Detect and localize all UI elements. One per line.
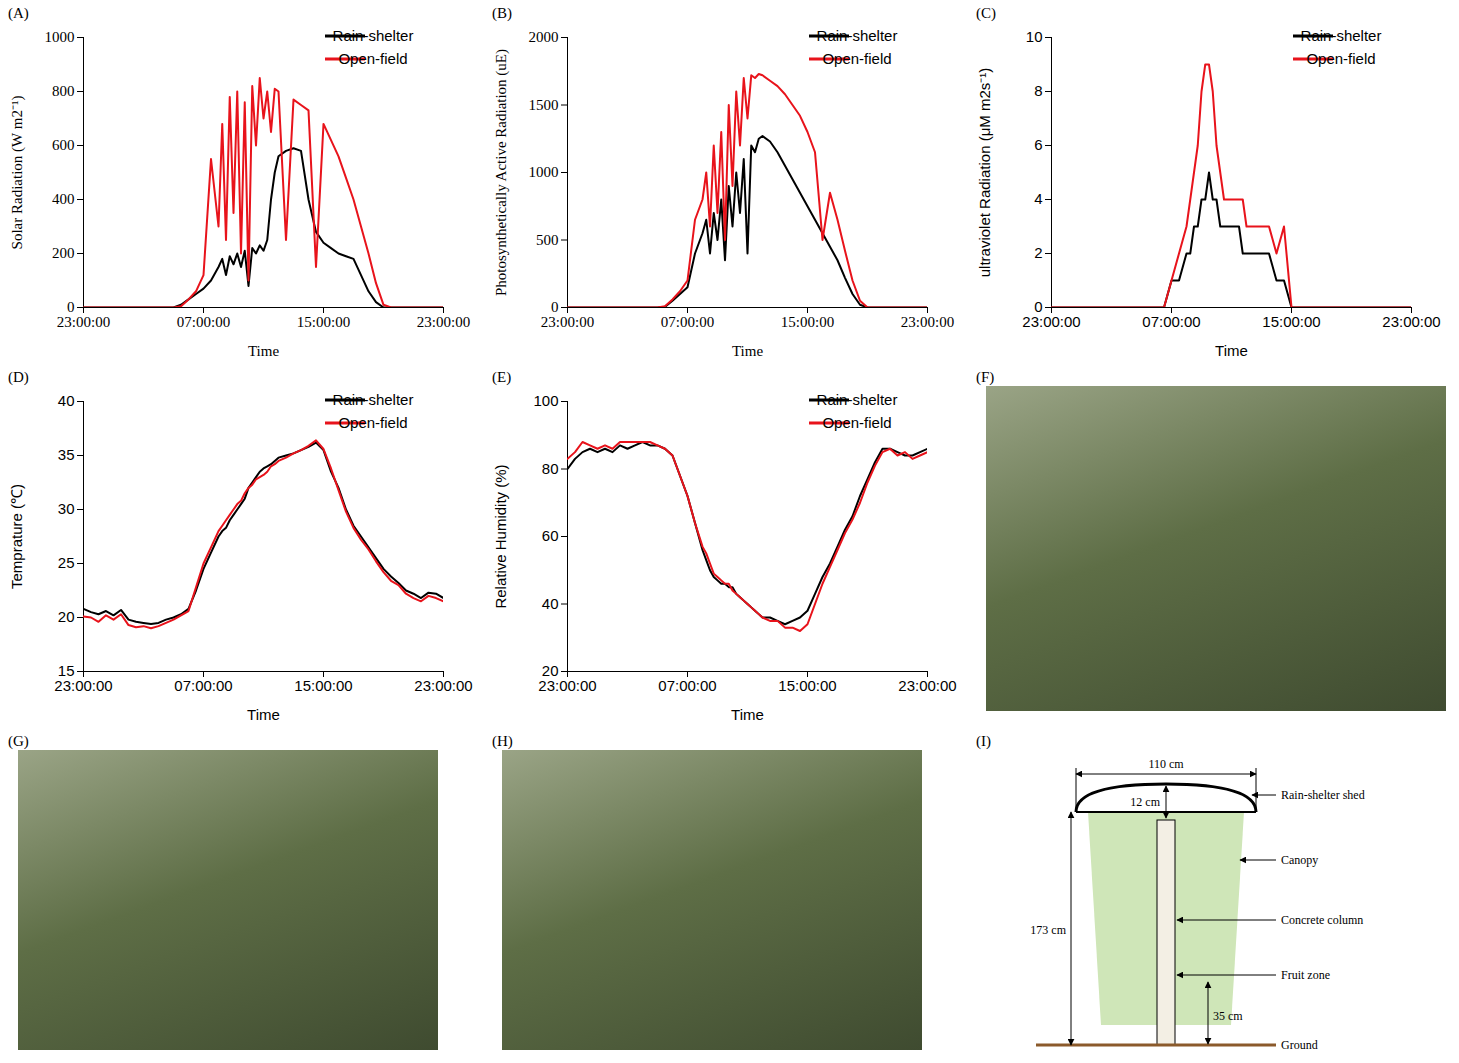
svg-text:23:00:00: 23:00:00 [901, 314, 954, 330]
svg-text:200: 200 [52, 245, 75, 261]
svg-text:07:00:00: 07:00:00 [177, 314, 230, 330]
svg-text:800: 800 [52, 83, 75, 99]
svg-text:Open-field: Open-field [1306, 50, 1375, 67]
svg-text:6: 6 [1034, 136, 1042, 153]
svg-text:ultraviolet Radiation (μM m2s⁻: ultraviolet Radiation (μM m2s⁻¹) [976, 68, 993, 278]
svg-text:Ground: Ground [1281, 1038, 1318, 1052]
svg-text:2000: 2000 [529, 29, 559, 45]
svg-text:1000: 1000 [45, 29, 75, 45]
svg-text:23:00:00: 23:00:00 [57, 314, 110, 330]
svg-text:10: 10 [1026, 28, 1043, 45]
svg-text:12 cm: 12 cm [1130, 795, 1160, 809]
html-text:(I): (I) [976, 733, 991, 749]
html-text:(B): (B) [492, 5, 512, 21]
svg-text:0: 0 [1034, 298, 1043, 316]
svg-text:40: 40 [58, 392, 75, 409]
svg-text:1500: 1500 [529, 97, 559, 113]
svg-text:Solar Radiation (W m2⁻¹): Solar Radiation (W m2⁻¹) [9, 96, 26, 250]
svg-text:Time: Time [247, 706, 280, 723]
svg-text:2: 2 [1034, 244, 1042, 261]
svg-text:1000: 1000 [529, 164, 559, 180]
svg-text:15:00:00: 15:00:00 [778, 677, 836, 694]
svg-text:Rain-shelter: Rain-shelter [817, 27, 898, 44]
svg-text:Rain-shelter: Rain-shelter [333, 27, 414, 44]
svg-text:23:00:00: 23:00:00 [54, 677, 112, 694]
html-text:(D): (D) [8, 369, 29, 385]
svg-text:23:00:00: 23:00:00 [538, 677, 596, 694]
svg-text:Open-field: Open-field [822, 414, 891, 431]
svg-text:15:00:00: 15:00:00 [294, 677, 352, 694]
svg-text:Rain-shelter: Rain-shelter [333, 391, 414, 408]
svg-text:40: 40 [542, 595, 559, 612]
svg-text:07:00:00: 07:00:00 [1142, 313, 1200, 330]
svg-text:25: 25 [58, 554, 75, 571]
svg-text:23:00:00: 23:00:00 [417, 314, 470, 330]
svg-text:400: 400 [52, 191, 75, 207]
svg-text:Rain-shelter: Rain-shelter [1301, 27, 1382, 44]
svg-text:23:00:00: 23:00:00 [1382, 313, 1440, 330]
svg-text:Canopy: Canopy [1281, 853, 1318, 867]
svg-text:Time: Time [248, 343, 279, 359]
svg-text:15:00:00: 15:00:00 [297, 314, 350, 330]
svg-text:Rain-shelter: Rain-shelter [817, 391, 898, 408]
svg-text:110 cm: 110 cm [1148, 757, 1184, 771]
html-text:(G): (G) [8, 733, 29, 749]
svg-text:Time: Time [1215, 342, 1248, 359]
svg-text:Time: Time [731, 706, 764, 723]
svg-text:60: 60 [542, 527, 559, 544]
svg-text:4: 4 [1034, 190, 1042, 207]
html-text:(A): (A) [8, 5, 29, 21]
svg-text:Rain-shelter shed: Rain-shelter shed [1281, 788, 1365, 802]
svg-text:15:00:00: 15:00:00 [781, 314, 834, 330]
svg-text:35: 35 [58, 446, 75, 463]
svg-text:Time: Time [732, 343, 763, 359]
html-text:(C): (C) [976, 5, 996, 21]
svg-text:Concrete column: Concrete column [1281, 913, 1363, 927]
svg-text:173 cm: 173 cm [1030, 923, 1066, 937]
svg-text:23:00:00: 23:00:00 [898, 677, 956, 694]
svg-text:0: 0 [551, 299, 559, 315]
svg-text:Temprature (℃): Temprature (℃) [8, 484, 25, 589]
svg-text:07:00:00: 07:00:00 [661, 314, 714, 330]
svg-text:20: 20 [58, 608, 75, 625]
svg-text:Fruit zone: Fruit zone [1281, 968, 1330, 982]
svg-text:Open-field: Open-field [822, 50, 891, 67]
svg-text:Photosynthetically Active Radi: Photosynthetically Active Radiation (uE) [493, 49, 510, 296]
svg-text:07:00:00: 07:00:00 [174, 677, 232, 694]
html-text:(E): (E) [492, 369, 512, 385]
svg-text:20: 20 [541, 662, 559, 680]
html-text:(H): (H) [492, 733, 513, 749]
svg-text:23:00:00: 23:00:00 [414, 677, 472, 694]
svg-text:23:00:00: 23:00:00 [1022, 313, 1080, 330]
svg-text:Relative Humidity (%): Relative Humidity (%) [492, 464, 509, 608]
svg-text:23:00:00: 23:00:00 [541, 314, 594, 330]
svg-text:35 cm: 35 cm [1213, 1009, 1243, 1023]
svg-text:07:00:00: 07:00:00 [658, 677, 716, 694]
svg-text:8: 8 [1034, 82, 1042, 99]
svg-text:0: 0 [67, 299, 75, 315]
svg-text:15:00:00: 15:00:00 [1262, 313, 1320, 330]
svg-text:Open-field: Open-field [338, 414, 407, 431]
svg-text:500: 500 [536, 232, 559, 248]
svg-text:15: 15 [57, 662, 75, 680]
html-text:(F): (F) [976, 369, 995, 385]
svg-text:30: 30 [58, 500, 75, 517]
svg-text:80: 80 [542, 460, 559, 477]
svg-text:Open-field: Open-field [338, 50, 407, 67]
svg-text:600: 600 [52, 137, 75, 153]
svg-text:100: 100 [533, 392, 558, 409]
